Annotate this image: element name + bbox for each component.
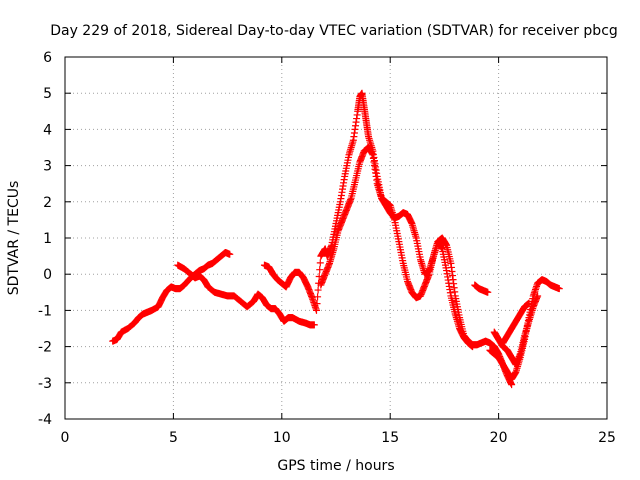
- y-tick-label: 5: [43, 86, 52, 102]
- x-tick-label: 0: [61, 430, 70, 446]
- data-point: [314, 293, 322, 301]
- y-tick-label: -3: [38, 376, 52, 392]
- x-tick-label: 25: [598, 430, 616, 446]
- data-series-4: [317, 144, 477, 351]
- data-point: [316, 259, 324, 267]
- data-series-7: [490, 292, 542, 369]
- data-point: [316, 266, 324, 274]
- data-point: [312, 306, 320, 314]
- y-tick-label: 6: [43, 50, 52, 66]
- data-point: [226, 250, 234, 258]
- data-series-8: [499, 299, 533, 347]
- x-tick-label: 10: [273, 430, 291, 446]
- data-series-5: [471, 281, 492, 296]
- data-point: [310, 321, 318, 329]
- y-tick-label: 1: [43, 231, 52, 247]
- data-series-3: [260, 89, 516, 389]
- y-tick-label: -1: [38, 303, 52, 319]
- chart-title: Day 229 of 2018, Sidereal Day-to-day VTE…: [50, 23, 618, 39]
- data-point: [313, 300, 321, 308]
- x-tick-label: 5: [169, 430, 178, 446]
- y-tick-label: -2: [38, 340, 52, 356]
- data-series: [109, 89, 563, 389]
- y-tick-label: -4: [38, 412, 52, 428]
- y-tick-label: 0: [43, 267, 52, 283]
- x-axis-label: GPS time / hours: [277, 458, 394, 474]
- data-point: [525, 299, 533, 307]
- y-axis-label: SDTVAR / TECUs: [6, 181, 22, 296]
- data-point: [469, 343, 477, 351]
- data-point: [534, 292, 542, 300]
- data-series-2: [174, 261, 318, 329]
- data-series-1: [109, 248, 234, 345]
- data-point: [314, 286, 322, 294]
- y-tick-label: 4: [43, 122, 52, 138]
- grid-lines: [65, 57, 607, 419]
- x-tick-labels: 0 5 10 15 20 25: [61, 430, 616, 446]
- y-tick-label: 2: [43, 195, 52, 211]
- data-point: [555, 285, 563, 293]
- y-tick-labels: -4 -3 -2 -1 0 1 2 3 4 5 6: [38, 50, 52, 428]
- plot-frame: [64, 56, 608, 420]
- x-tick-label: 15: [381, 430, 399, 446]
- data-point: [484, 288, 492, 296]
- x-tick-label: 20: [490, 430, 508, 446]
- data-series-6: [486, 276, 563, 383]
- y-tick-label: 3: [43, 159, 52, 175]
